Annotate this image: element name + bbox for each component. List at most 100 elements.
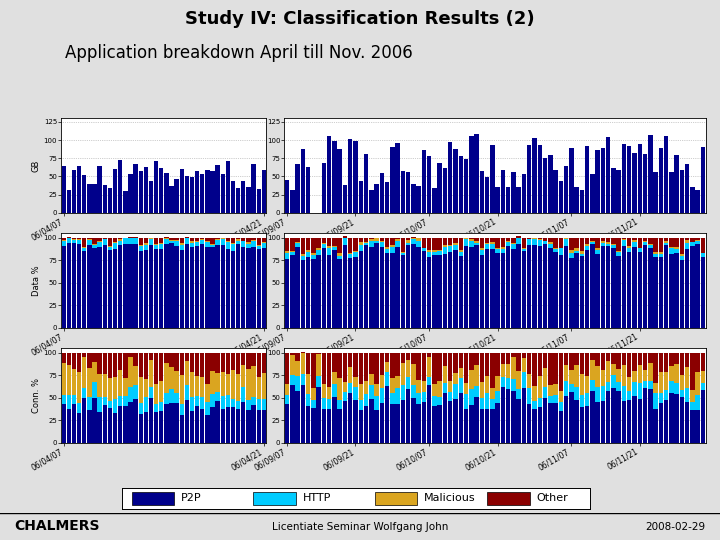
Bar [427, 357, 431, 377]
Bar [427, 257, 431, 328]
Bar [190, 410, 194, 443]
Bar [128, 388, 132, 402]
Bar [210, 353, 215, 371]
Bar [627, 146, 631, 213]
Bar [138, 402, 143, 414]
Bar [290, 252, 294, 255]
Bar [256, 238, 261, 245]
Text: CHALMERS: CHALMERS [14, 519, 100, 534]
Bar [595, 366, 600, 387]
Bar [133, 399, 138, 443]
Bar [185, 400, 189, 443]
Bar [251, 366, 256, 397]
Bar [616, 170, 621, 213]
Bar [696, 244, 700, 328]
Bar [485, 243, 490, 244]
Bar [516, 399, 521, 443]
Bar [190, 241, 194, 242]
Bar [103, 239, 107, 245]
Bar [322, 244, 326, 248]
Bar [464, 239, 468, 246]
Bar [215, 240, 220, 245]
Bar [459, 251, 463, 252]
Bar [495, 249, 500, 253]
Bar [532, 245, 536, 328]
Bar [62, 246, 66, 328]
Bar [685, 367, 690, 388]
Bar [113, 238, 117, 241]
Bar [659, 257, 663, 328]
Bar [290, 375, 294, 386]
Bar [144, 397, 148, 412]
Bar [128, 237, 132, 238]
Bar [469, 405, 474, 443]
Bar [354, 141, 358, 213]
Bar [701, 371, 705, 383]
Bar [364, 238, 368, 242]
Bar [205, 402, 210, 415]
Bar [62, 241, 66, 246]
Bar [159, 167, 163, 213]
Bar [616, 252, 621, 256]
Bar [585, 406, 590, 443]
Bar [487, 492, 530, 504]
Bar [669, 238, 674, 247]
Bar [543, 368, 547, 387]
Bar [696, 395, 700, 410]
Bar [261, 248, 266, 328]
Bar [72, 404, 76, 443]
Bar [395, 238, 400, 239]
Bar [149, 353, 153, 360]
Bar [416, 247, 421, 328]
Bar [680, 397, 684, 443]
Bar [448, 401, 452, 443]
Bar [511, 379, 516, 391]
Bar [179, 249, 184, 328]
Bar [575, 253, 579, 328]
Bar [295, 164, 300, 213]
Bar [511, 353, 516, 357]
Bar [448, 246, 452, 252]
Bar [72, 395, 76, 404]
Bar [701, 353, 705, 371]
Bar [511, 244, 516, 249]
Bar [680, 238, 684, 254]
Bar [432, 406, 437, 443]
Bar [469, 241, 474, 247]
Bar [548, 385, 552, 395]
Bar [123, 407, 127, 443]
Bar [154, 244, 158, 245]
Bar [190, 238, 194, 241]
Bar [690, 246, 695, 328]
Bar [580, 190, 584, 213]
Bar [469, 247, 474, 328]
Bar [379, 241, 384, 242]
Bar [338, 238, 342, 253]
Bar [606, 353, 611, 361]
Bar [532, 386, 536, 401]
Bar [138, 246, 143, 251]
Bar [648, 363, 652, 381]
Bar [575, 187, 579, 213]
Bar [606, 382, 611, 391]
Bar [246, 248, 251, 328]
Bar [133, 353, 138, 366]
Bar [67, 238, 71, 243]
Bar [185, 244, 189, 328]
Bar [506, 246, 510, 328]
Bar [680, 353, 684, 375]
Bar [590, 173, 595, 213]
Bar [427, 252, 431, 257]
Bar [379, 403, 384, 443]
Bar [454, 373, 458, 384]
Bar [464, 353, 468, 383]
Bar [179, 245, 184, 249]
Bar [108, 379, 112, 401]
Bar [210, 394, 215, 407]
Bar [118, 160, 122, 213]
Bar [384, 182, 390, 213]
Bar [427, 385, 431, 443]
Bar [379, 242, 384, 247]
Text: P2P: P2P [181, 494, 202, 503]
Bar [343, 245, 347, 328]
